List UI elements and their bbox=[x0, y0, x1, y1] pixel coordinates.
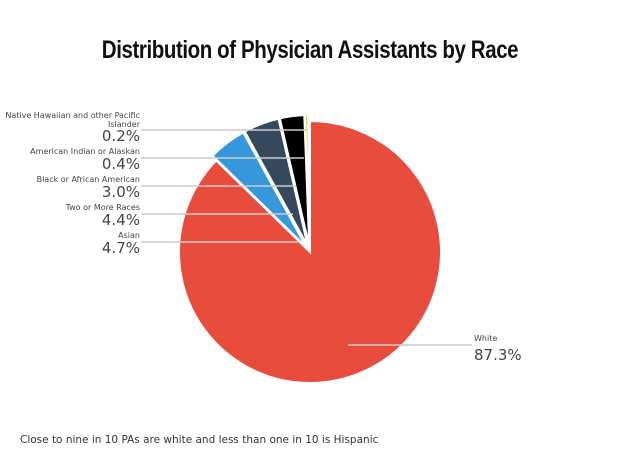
data-label-name: American Indian or Alaskan bbox=[30, 147, 140, 156]
data-label-value: 0.2% bbox=[102, 127, 140, 145]
pie-slice-native-hawaiian-and-other-pacific-islander bbox=[307, 113, 311, 247]
data-label-value: 4.4% bbox=[102, 211, 140, 229]
footnote: Close to nine in 10 PAs are white and le… bbox=[20, 434, 379, 446]
data-label-name: Black or African American bbox=[37, 175, 140, 184]
data-label-name: White bbox=[474, 334, 497, 343]
data-label-value: 4.7% bbox=[102, 239, 140, 257]
data-label-name: Asian bbox=[118, 231, 140, 240]
chart-title: Distribution of Physician Assistants by … bbox=[101, 36, 519, 64]
data-label-value: 3.0% bbox=[102, 183, 140, 201]
data-label-value: 87.3% bbox=[474, 346, 522, 364]
data-label-name: Islander bbox=[108, 120, 141, 129]
pie-slice-asian bbox=[211, 131, 308, 248]
pie-slice-white bbox=[178, 119, 442, 384]
data-label-value: 0.4% bbox=[102, 155, 140, 173]
data-label-name: Native Hawaiian and other Pacific bbox=[5, 111, 140, 120]
data-label-name: Two or More Races bbox=[65, 203, 140, 212]
